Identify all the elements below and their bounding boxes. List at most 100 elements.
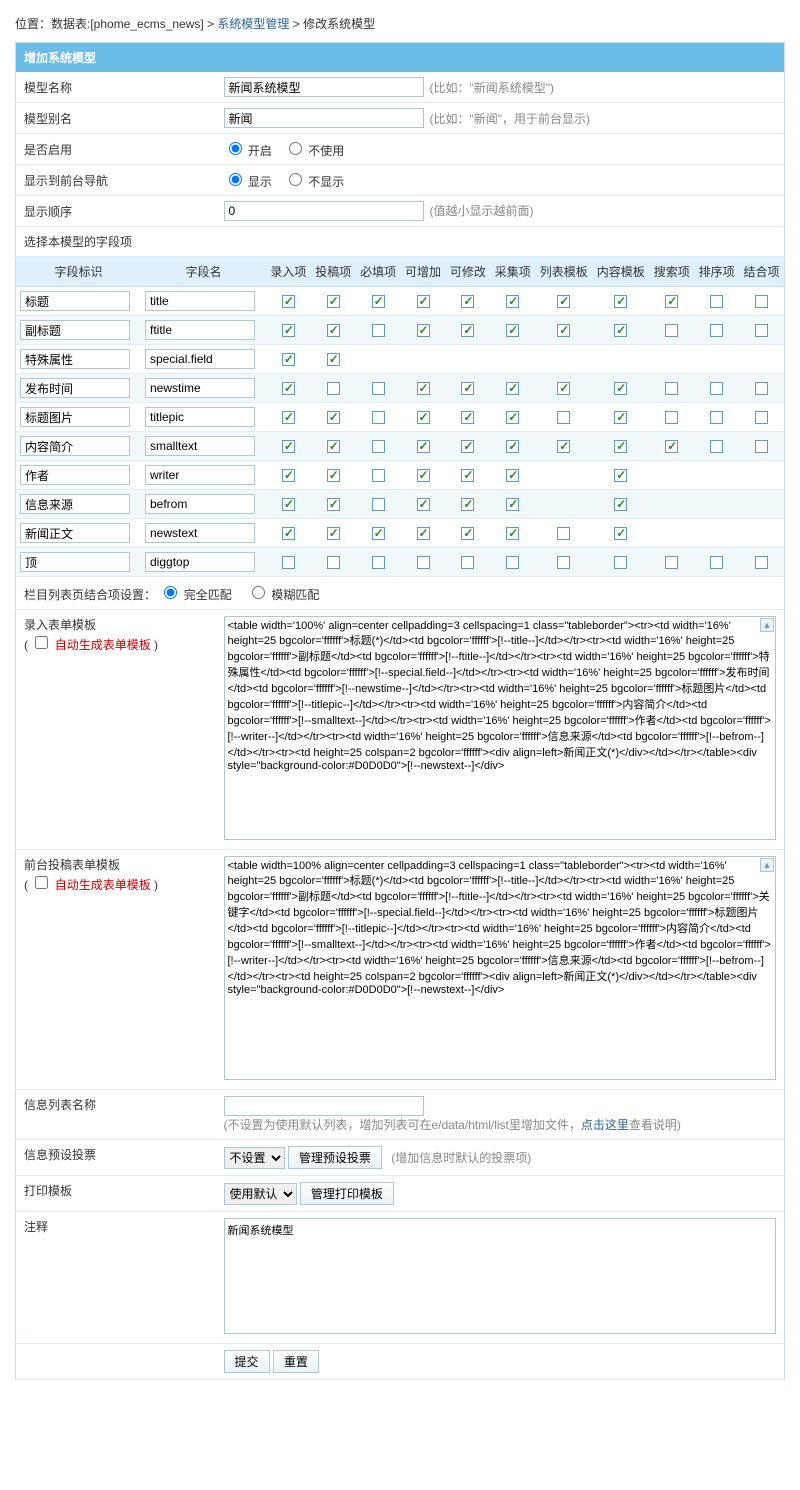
field-checkbox[interactable] [614,556,627,569]
field-checkbox[interactable] [461,527,474,540]
field-checkbox[interactable] [557,527,570,540]
btn-submit[interactable]: 提交 [224,1350,270,1373]
field-checkbox[interactable] [506,295,519,308]
select-print[interactable]: 使用默认 [224,1183,297,1205]
chk-auto-tpl1[interactable] [35,636,48,649]
input-list-name[interactable] [224,1096,424,1116]
field-checkbox[interactable] [665,556,678,569]
field-checkbox[interactable] [372,440,385,453]
field-checkbox[interactable] [614,324,627,337]
chk-auto-tpl2[interactable] [35,876,48,889]
field-checkbox[interactable] [665,324,678,337]
field-checkbox[interactable] [461,556,474,569]
field-checkbox[interactable] [506,382,519,395]
field-checkbox[interactable] [506,440,519,453]
field-checkbox[interactable] [614,382,627,395]
input-field-name[interactable] [145,552,255,572]
field-checkbox[interactable] [710,295,723,308]
scroll-up-icon[interactable]: ▲ [760,618,774,632]
field-checkbox[interactable] [461,411,474,424]
field-checkbox[interactable] [614,469,627,482]
field-checkbox[interactable] [327,527,340,540]
field-checkbox[interactable] [282,556,295,569]
field-checkbox[interactable] [755,324,768,337]
field-checkbox[interactable] [327,498,340,511]
field-checkbox[interactable] [710,411,723,424]
field-checkbox[interactable] [755,440,768,453]
field-checkbox[interactable] [282,527,295,540]
field-checkbox[interactable] [417,527,430,540]
field-checkbox[interactable] [282,353,295,366]
radio-enable-on[interactable] [229,142,242,155]
radio-nav-show[interactable] [229,173,242,186]
field-checkbox[interactable] [461,324,474,337]
field-checkbox[interactable] [282,440,295,453]
field-checkbox[interactable] [665,295,678,308]
field-checkbox[interactable] [417,498,430,511]
field-checkbox[interactable] [417,556,430,569]
input-field-tag[interactable] [20,494,130,514]
field-checkbox[interactable] [461,295,474,308]
input-field-tag[interactable] [20,552,130,572]
field-checkbox[interactable] [282,411,295,424]
radio-combine-fuzzy[interactable] [252,586,265,599]
field-checkbox[interactable] [614,295,627,308]
field-checkbox[interactable] [710,382,723,395]
field-checkbox[interactable] [461,440,474,453]
field-checkbox[interactable] [327,324,340,337]
field-checkbox[interactable] [327,382,340,395]
field-checkbox[interactable] [710,556,723,569]
btn-manage-print[interactable]: 管理打印模板 [300,1182,394,1205]
field-checkbox[interactable] [282,324,295,337]
input-field-name[interactable] [145,465,255,485]
field-checkbox[interactable] [417,382,430,395]
field-checkbox[interactable] [755,411,768,424]
field-checkbox[interactable] [282,469,295,482]
field-checkbox[interactable] [417,469,430,482]
field-checkbox[interactable] [710,440,723,453]
field-checkbox[interactable] [614,440,627,453]
input-field-tag[interactable] [20,291,130,311]
field-checkbox[interactable] [506,498,519,511]
field-checkbox[interactable] [282,382,295,395]
field-checkbox[interactable] [710,324,723,337]
radio-enable-off[interactable] [289,142,302,155]
field-checkbox[interactable] [614,498,627,511]
field-checkbox[interactable] [557,411,570,424]
btn-manage-vote[interactable]: 管理预设投票 [288,1146,382,1169]
input-field-tag[interactable] [20,378,130,398]
input-field-name[interactable] [145,436,255,456]
btn-reset[interactable]: 重置 [273,1350,319,1373]
field-checkbox[interactable] [614,411,627,424]
field-checkbox[interactable] [755,295,768,308]
field-checkbox[interactable] [557,382,570,395]
select-vote[interactable]: 不设置 [224,1147,285,1169]
field-checkbox[interactable] [417,440,430,453]
input-field-tag[interactable] [20,465,130,485]
scroll-up-icon[interactable]: ▲ [760,858,774,872]
field-checkbox[interactable] [417,295,430,308]
field-checkbox[interactable] [372,324,385,337]
field-checkbox[interactable] [557,295,570,308]
input-field-tag[interactable] [20,436,130,456]
field-checkbox[interactable] [372,469,385,482]
input-field-tag[interactable] [20,407,130,427]
field-checkbox[interactable] [327,411,340,424]
link-list-help[interactable]: 点击这里 [581,1118,629,1132]
field-checkbox[interactable] [372,382,385,395]
input-field-name[interactable] [145,523,255,543]
textarea-tpl2[interactable] [224,856,777,1080]
field-checkbox[interactable] [665,411,678,424]
field-checkbox[interactable] [755,382,768,395]
field-checkbox[interactable] [327,353,340,366]
field-checkbox[interactable] [417,324,430,337]
field-checkbox[interactable] [327,469,340,482]
input-order[interactable] [224,201,424,221]
field-checkbox[interactable] [755,556,768,569]
field-checkbox[interactable] [506,411,519,424]
field-checkbox[interactable] [417,411,430,424]
field-checkbox[interactable] [372,411,385,424]
field-checkbox[interactable] [372,527,385,540]
field-checkbox[interactable] [327,556,340,569]
field-checkbox[interactable] [506,469,519,482]
